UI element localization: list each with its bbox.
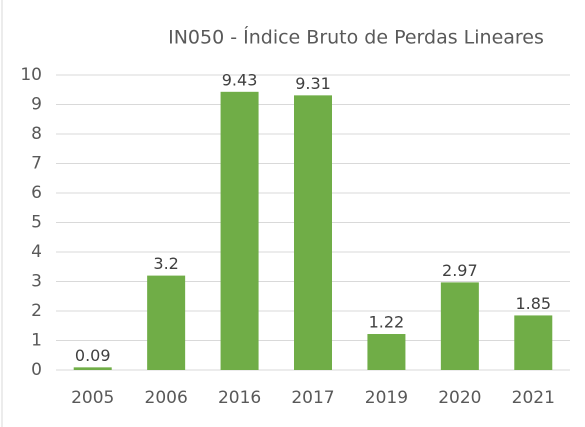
data-label: 9.31: [295, 74, 331, 93]
data-label: 3.2: [153, 254, 178, 273]
x-tick-label: 2016: [218, 388, 261, 408]
y-tick-label: 9: [31, 95, 42, 115]
x-tick-label: 2017: [291, 388, 334, 408]
y-tick-label: 5: [31, 213, 42, 233]
bar: [147, 275, 186, 370]
y-tick-label: 7: [31, 154, 42, 174]
bar: [73, 367, 112, 370]
y-tick-label: 0: [31, 360, 42, 380]
chart-title: IN050 - Índice Bruto de Perdas Lineares: [168, 26, 544, 49]
y-tick-label: 2: [31, 301, 42, 321]
data-label: 1.22: [369, 313, 405, 332]
y-tick-label: 4: [31, 242, 42, 262]
y-tick-label: 8: [31, 124, 42, 144]
data-label: 1.85: [515, 294, 551, 313]
x-tick-label: 2005: [71, 388, 114, 408]
bar: [294, 95, 332, 370]
data-label: 2.97: [442, 261, 478, 280]
bar: [367, 334, 406, 370]
bar: [514, 315, 553, 370]
y-tick-label: 6: [31, 183, 42, 203]
x-tick-label: 2020: [438, 388, 481, 408]
x-tick-label: 2006: [145, 388, 188, 408]
y-tick-label: 1: [31, 331, 42, 351]
bar: [220, 91, 259, 370]
x-tick-label: 2019: [365, 388, 408, 408]
x-tick-label: 2021: [512, 388, 555, 408]
bar: [440, 282, 479, 370]
y-tick-label: 3: [31, 272, 42, 292]
data-label: 9.43: [222, 70, 258, 89]
y-tick-label: 10: [20, 65, 42, 85]
data-label: 0.09: [75, 346, 111, 365]
